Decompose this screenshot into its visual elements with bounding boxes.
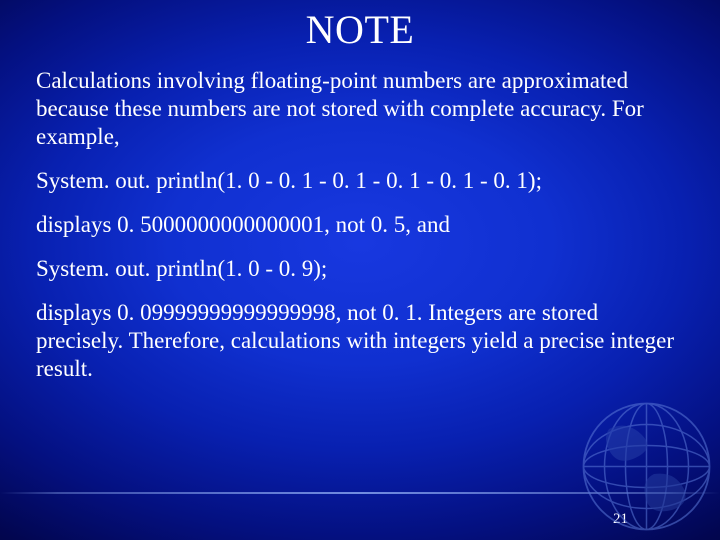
paragraph: displays 0. 5000000000000001, not 0. 5, … bbox=[36, 211, 684, 239]
paragraph: System. out. println(1. 0 - 0. 1 - 0. 1 … bbox=[36, 167, 684, 195]
paragraph: System. out. println(1. 0 - 0. 9); bbox=[36, 255, 684, 283]
slide-title: NOTE bbox=[0, 0, 720, 53]
slide: NOTE Calculations involving floating-poi… bbox=[0, 0, 720, 540]
globe-icon bbox=[564, 384, 714, 534]
paragraph: displays 0. 09999999999999998, not 0. 1.… bbox=[36, 299, 684, 383]
paragraph: Calculations involving floating-point nu… bbox=[36, 67, 684, 151]
slide-body: Calculations involving floating-point nu… bbox=[0, 53, 720, 383]
